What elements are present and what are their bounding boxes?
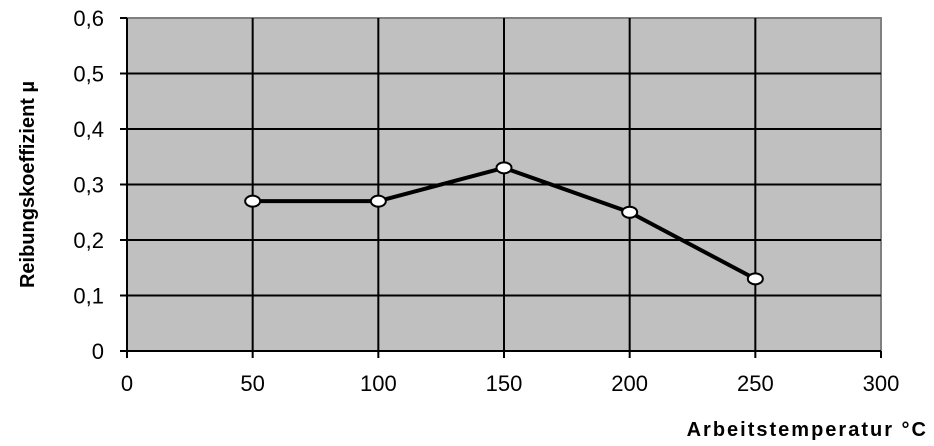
x-tick-label: 300 [863,371,900,396]
axis-ticks [120,17,882,358]
y-tick-label: 0,5 [73,62,104,87]
y-axis-title: Reibungskoeffizient µ [17,81,39,288]
data-point [621,205,639,219]
x-tick-labels: 0 50 100 150 200 250 300 [121,371,899,396]
y-tick-labels: 0 0,1 0,2 0,3 0,4 0,5 0,6 [73,6,104,364]
x-tick-label: 0 [121,371,133,396]
data-point [244,194,262,208]
y-tick-label: 0,6 [73,6,104,31]
y-tick-label: 0,3 [73,173,104,198]
x-tick-label: 50 [240,371,264,396]
grid-lines [127,18,881,351]
y-tick-label: 0,2 [73,228,104,253]
y-tick-label: 0 [92,339,104,364]
data-point [495,161,513,175]
x-tick-label: 150 [486,371,523,396]
data-points [244,161,764,286]
y-tick-label: 0,1 [73,284,104,309]
x-axis-title: Arbeitstemperatur °C [687,419,928,441]
data-point [369,194,387,208]
x-tick-label: 250 [737,371,774,396]
y-tick-label: 0,4 [73,117,104,142]
data-point [746,272,764,286]
x-tick-label: 200 [611,371,648,396]
x-tick-label: 100 [360,371,397,396]
